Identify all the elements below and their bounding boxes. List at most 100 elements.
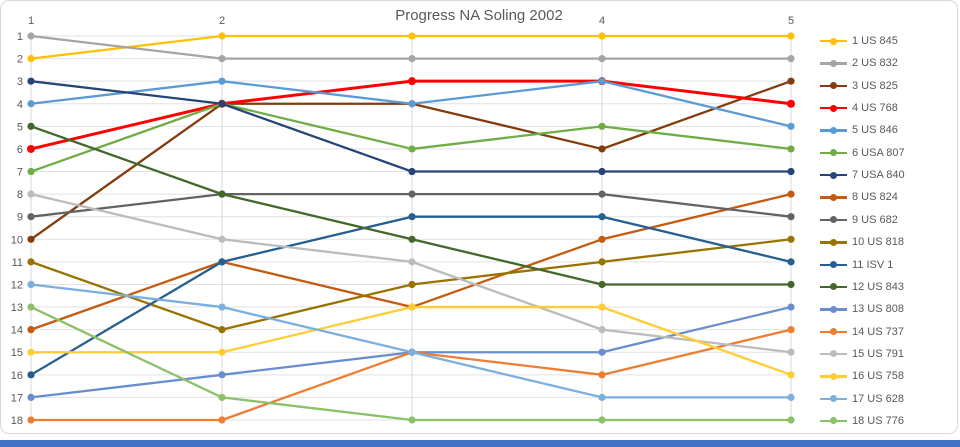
y-axis-label: 1 — [17, 31, 23, 43]
data-point-18-us-776-race-2 — [218, 393, 226, 402]
y-axis-label: 18 — [11, 415, 23, 427]
window-edge-bar — [0, 440, 960, 447]
y-axis-label: 16 — [11, 370, 23, 382]
series-line-18-us-776 — [29, 305, 793, 422]
legend-item-7-usa-840: 7 USA 840 — [820, 168, 905, 182]
data-point-10-us-818-race-3 — [408, 280, 416, 289]
data-point-7-usa-840-race-2 — [218, 100, 226, 108]
data-point-9-us-682-race-3 — [408, 190, 416, 198]
data-point-11-isv-1-race-2 — [218, 258, 226, 266]
legend-label: 3 US 825 — [852, 79, 898, 92]
data-point-6-usa-807-race-3 — [408, 145, 416, 153]
data-point-8-us-824-race-5 — [787, 190, 795, 198]
y-axis-label: 17 — [11, 392, 23, 404]
y-axis-label: 10 — [11, 234, 23, 246]
data-point-15-us-791-race-3 — [408, 258, 416, 266]
data-point-18-us-776-race-4 — [598, 416, 606, 424]
legend-swatch-icon — [820, 395, 847, 403]
data-point-5-us-846-race-2 — [218, 77, 226, 85]
data-point-4-us-768-race-5 — [787, 99, 795, 108]
data-point-13-us-808-race-5 — [787, 303, 795, 311]
data-point-11-isv-1-race-3 — [408, 213, 416, 221]
legend-label: 17 US 628 — [852, 392, 904, 405]
data-point-14-us-737-race-4 — [598, 371, 606, 379]
data-point-12-us-843-race-3 — [408, 235, 416, 243]
data-point-7-usa-840-race-5 — [787, 167, 795, 176]
data-point-12-us-843-race-4 — [598, 280, 606, 289]
data-point-11-isv-1-race-4 — [598, 213, 606, 221]
data-point-6-usa-807-race-1 — [27, 167, 35, 176]
y-axis-label: 15 — [11, 347, 23, 359]
legend-swatch-icon — [820, 171, 847, 179]
legend-swatch-icon — [820, 37, 847, 45]
data-point-17-us-628-race-4 — [598, 393, 606, 402]
data-point-7-usa-840-race-1 — [27, 77, 35, 85]
legend-item-13-us-808: 13 US 808 — [820, 302, 904, 316]
data-point-12-us-843-race-2 — [218, 190, 226, 198]
data-point-15-us-791-race-4 — [598, 326, 606, 334]
legend-label: 14 US 737 — [852, 325, 904, 338]
data-point-5-us-846-race-5 — [787, 122, 795, 130]
legend-item-9-us-682: 9 US 682 — [820, 213, 898, 227]
legend-label: 7 USA 840 — [852, 169, 905, 182]
y-axis-label: 5 — [17, 121, 23, 133]
data-point-17-us-628-race-5 — [787, 393, 795, 402]
y-axis-label: 2 — [17, 54, 23, 66]
legend-swatch-icon — [820, 328, 847, 336]
data-point-14-us-737-race-5 — [787, 326, 795, 334]
legend-label: 5 US 846 — [852, 124, 898, 137]
legend-item-4-us-768: 4 US 768 — [820, 101, 898, 115]
legend-label: 11 ISV 1 — [852, 258, 894, 271]
data-point-16-us-758-race-3 — [408, 303, 416, 311]
x-axis-label: 2 — [219, 15, 225, 27]
legend-swatch-icon — [820, 305, 847, 313]
data-point-13-us-808-race-1 — [27, 393, 35, 402]
y-axis-label: 12 — [11, 279, 23, 291]
data-point-12-us-843-race-1 — [27, 122, 35, 130]
data-point-6-usa-807-race-5 — [787, 145, 795, 153]
legend-label: 9 US 682 — [852, 213, 898, 226]
data-point-16-us-758-race-4 — [598, 303, 606, 311]
legend-item-1-us-845: 1 US 845 — [820, 34, 898, 48]
y-axis-label: 7 — [17, 167, 23, 179]
legend-swatch-icon — [820, 104, 847, 112]
legend-label: 8 US 824 — [852, 191, 898, 204]
data-point-4-us-768-race-1 — [27, 144, 35, 153]
data-point-9-us-682-race-1 — [27, 213, 35, 221]
chart-legend: 1 US 845 2 US 832 3 US 825 4 US 768 5 US 846… — [820, 0, 955, 432]
legend-item-8-us-824: 8 US 824 — [820, 190, 898, 204]
data-point-2-us-832-race-4 — [598, 54, 606, 63]
data-point-4-us-768-race-3 — [408, 77, 416, 86]
series-line-16-us-758 — [29, 305, 793, 376]
data-point-17-us-628-race-1 — [27, 280, 35, 289]
data-point-1-us-845-race-2 — [218, 32, 226, 40]
legend-swatch-icon — [820, 350, 847, 358]
legend-swatch-icon — [820, 82, 847, 90]
y-axis-label: 11 — [12, 257, 23, 269]
y-axis-label: 9 — [17, 212, 23, 224]
legend-label: 6 USA 807 — [852, 146, 905, 159]
data-point-15-us-791-race-5 — [787, 348, 795, 356]
data-point-13-us-808-race-4 — [598, 348, 606, 356]
y-axis-label: 3 — [17, 76, 23, 88]
legend-item-2-us-832: 2 US 832 — [820, 56, 898, 70]
legend-label: 1 US 845 — [852, 35, 898, 47]
legend-swatch-icon — [820, 193, 847, 201]
legend-swatch-icon — [820, 149, 847, 157]
data-point-16-us-758-race-5 — [787, 371, 795, 379]
legend-label: 2 US 832 — [852, 57, 898, 70]
data-point-10-us-818-race-5 — [787, 235, 795, 243]
data-point-13-us-808-race-2 — [218, 371, 226, 379]
legend-item-12-us-843: 12 US 843 — [820, 280, 904, 294]
legend-label: 16 US 758 — [852, 370, 904, 383]
legend-label: 12 US 843 — [852, 280, 904, 293]
data-point-16-us-758-race-1 — [27, 348, 35, 356]
data-point-17-us-628-race-3 — [408, 348, 416, 356]
data-point-11-isv-1-race-5 — [787, 258, 795, 266]
legend-label: 4 US 768 — [852, 102, 898, 115]
data-point-1-us-845-race-3 — [408, 32, 416, 40]
data-point-8-us-824-race-4 — [598, 235, 606, 243]
legend-item-5-us-846: 5 US 846 — [820, 123, 898, 137]
